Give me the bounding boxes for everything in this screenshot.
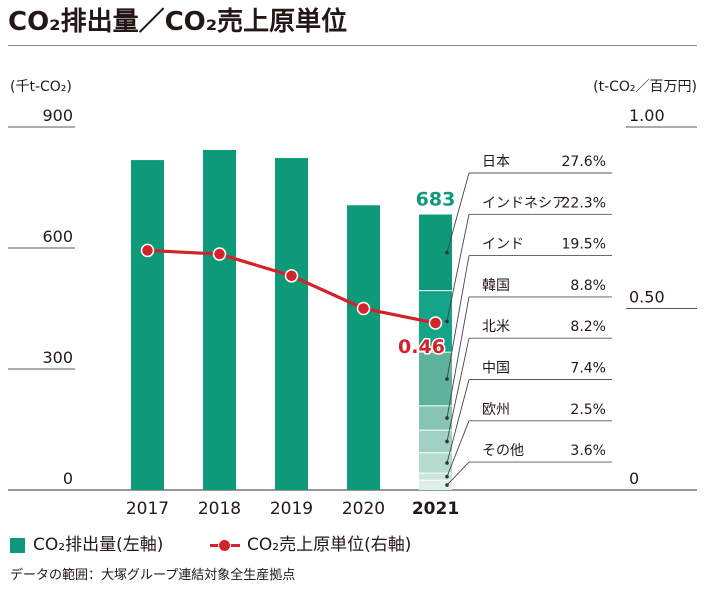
breakdown-leader-line	[446, 379, 470, 464]
breakdown-region-label: その他	[482, 443, 524, 459]
line-value-label: 0.46	[398, 336, 445, 358]
legend-item-intensity: CO₂売上原単位(右軸)	[210, 533, 411, 557]
breakdown-leader-line	[446, 255, 470, 380]
legend-label-intensity: CO₂売上原単位(右軸)	[247, 535, 412, 555]
breakdown-leader-dot	[445, 319, 449, 324]
labels-group: 2017 2018 2019 2020 2021 683 0.46	[126, 189, 459, 519]
right-axis-unit-label: (t-CO₂／百万円)	[593, 79, 697, 95]
bar-2021-segment-8	[419, 480, 452, 490]
legend-line-intensity	[210, 538, 240, 552]
breakdown-share-label: 7.4%	[570, 361, 606, 377]
right-axis-tick-label: 1.00	[629, 106, 665, 125]
breakdown-region-label: 日本	[482, 154, 510, 170]
right-axis-tick-label: 0.50	[629, 288, 665, 307]
axes-group: (千t-CO₂) (t-CO₂／百万円) 0 300 600 900 0 0.50 1.00	[8, 79, 697, 491]
left-axis-tick-label: 300	[42, 348, 73, 367]
x-axis-tick-label: 2017	[126, 499, 169, 519]
intensity-line-group	[140, 243, 443, 330]
breakdown-share-label: 3.6%	[570, 443, 606, 459]
bars-group	[131, 149, 452, 491]
x-axis-tick-label: 2019	[270, 499, 313, 519]
breakdown-region-label: 韓国	[482, 278, 510, 294]
breakdown-region-label: 北米	[482, 319, 510, 335]
breakdown-region-label: インド	[482, 237, 524, 253]
intensity-point-2017	[140, 243, 155, 258]
breakdown-leader-dot	[445, 483, 449, 487]
x-axis-tick-label: 2018	[198, 499, 241, 519]
breakdown-leader-line	[446, 296, 470, 419]
breakdown-leader-line	[446, 338, 470, 442]
breakdown-leader-line	[446, 172, 470, 253]
intensity-point-2021	[428, 316, 443, 330]
bar-2017	[131, 160, 164, 490]
breakdown-region-label: 欧州	[482, 402, 510, 418]
legend-label-emissions: CO₂排出量(左軸)	[33, 535, 164, 555]
left-axis-tick-label: 900	[42, 106, 73, 125]
page-title: CO₂排出量／CO₂売上原単位	[8, 7, 348, 37]
breakdown-leader-dot	[445, 416, 449, 420]
breakdown-leader-dot	[445, 377, 449, 381]
legend-swatch-emissions	[10, 537, 25, 553]
breakdown-share-label: 2.5%	[570, 402, 606, 418]
bar-2021-segment-6	[419, 452, 452, 474]
bar-2019	[275, 158, 308, 490]
legend-dot-intensity	[218, 538, 231, 552]
breakdown-share-label: 27.6%	[562, 154, 606, 170]
breakdown-leader-line	[446, 461, 470, 486]
breakdown-leader-line	[446, 214, 470, 322]
breakdown-share-label: 19.5%	[562, 237, 606, 253]
left-axis-tick-label: 600	[42, 227, 73, 246]
bar-2018	[203, 149, 236, 491]
breakdown-leader-line	[446, 420, 470, 477]
bar-2021-segment-7	[419, 473, 452, 481]
breakdown-leader-dot	[445, 461, 449, 465]
intensity-point-2018	[212, 247, 227, 261]
breakdown-region-label: 中国	[482, 361, 510, 377]
breakdown-leader-dot	[445, 474, 449, 479]
left-axis-tick-label: 0	[63, 469, 73, 488]
breakdown-region-label: インドネシア	[482, 195, 566, 211]
footnote: データの範囲：大塚グループ連結対象全生産拠点	[10, 568, 296, 583]
title-divider	[8, 45, 697, 46]
x-axis-tick-label: 2020	[342, 499, 385, 519]
bar-2021-segment-5	[419, 430, 452, 453]
legend-item-emissions: CO₂排出量(左軸)	[10, 533, 163, 557]
left-axis-unit-label: (千t-CO₂)	[10, 79, 72, 95]
breakdown-share-label: 8.8%	[570, 278, 606, 294]
breakdown-share-label: 8.2%	[570, 319, 606, 335]
breakdown-share-label: 22.3%	[562, 195, 606, 211]
right-axis-tick-label: 0	[629, 469, 639, 488]
breakdown-leader-dot	[445, 250, 449, 255]
bar-2020	[347, 205, 380, 490]
breakdown-leader-dot	[445, 439, 449, 444]
intensity-point-2019	[284, 269, 299, 283]
intensity-point-2020	[356, 301, 371, 316]
bar-value-label: 683	[416, 189, 456, 211]
x-axis-tick-label: 2021	[412, 499, 459, 519]
